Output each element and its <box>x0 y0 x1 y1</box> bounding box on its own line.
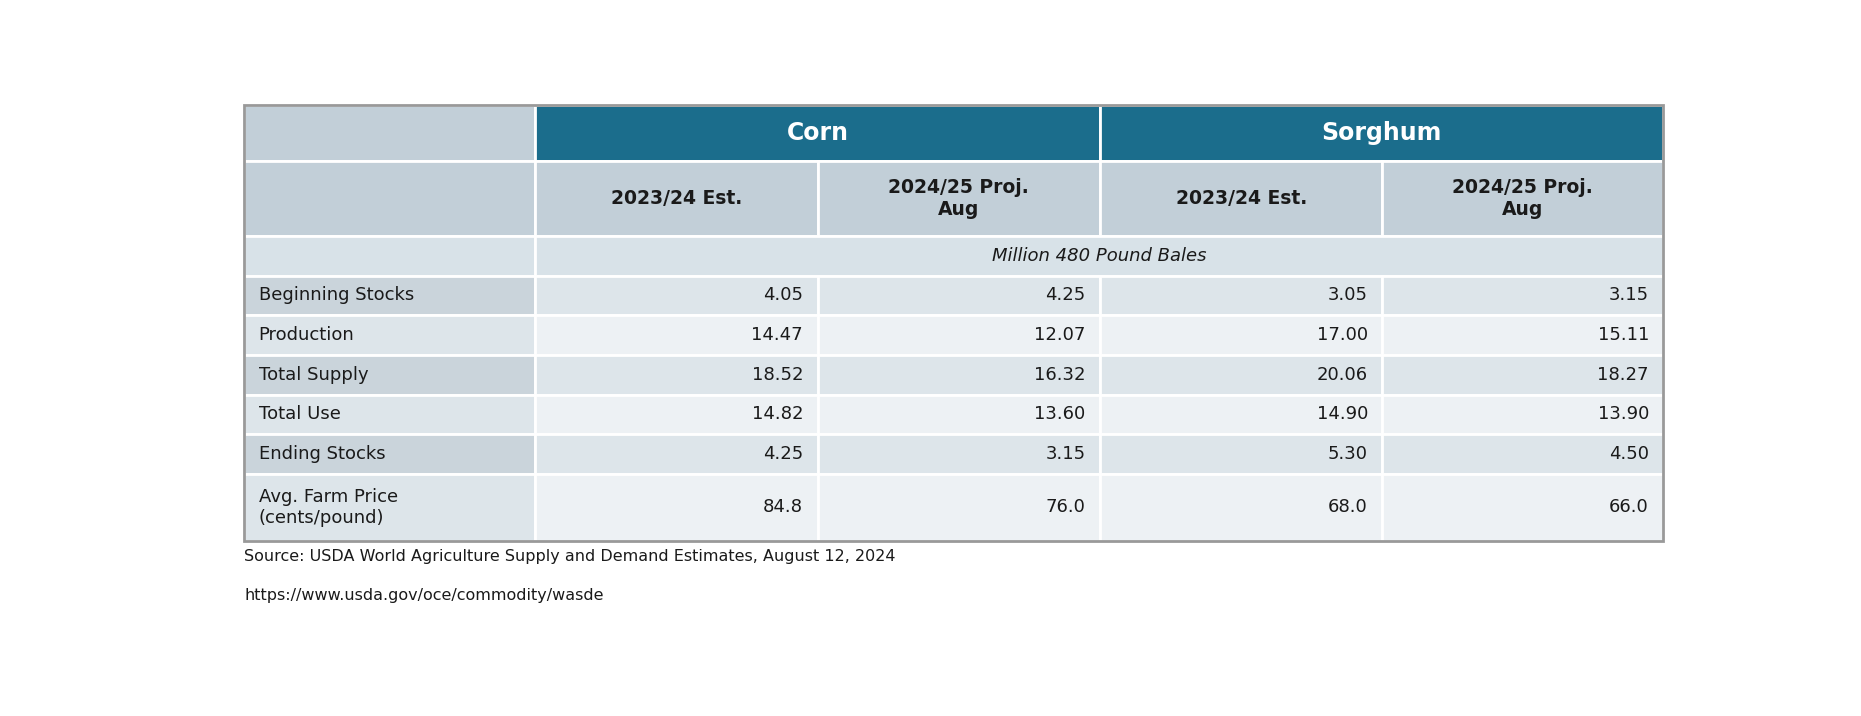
Text: Total Supply: Total Supply <box>259 366 368 384</box>
Bar <box>1100 276 1383 315</box>
Bar <box>244 315 536 355</box>
Bar <box>1100 395 1383 435</box>
Bar <box>1383 474 1664 541</box>
Text: 16.32: 16.32 <box>1035 366 1085 384</box>
Text: Million 480 Pound Bales: Million 480 Pound Bales <box>992 247 1206 265</box>
Text: 2023/24 Est.: 2023/24 Est. <box>1176 189 1306 208</box>
Text: 5.30: 5.30 <box>1329 445 1368 463</box>
Bar <box>1383 276 1664 315</box>
Bar <box>536 315 817 355</box>
Text: 3.15: 3.15 <box>1046 445 1085 463</box>
Bar <box>244 435 536 474</box>
Bar <box>1383 435 1664 474</box>
Bar <box>244 395 536 435</box>
Bar <box>536 236 1664 276</box>
Bar <box>1100 161 1383 236</box>
Text: 84.8: 84.8 <box>763 498 804 516</box>
Text: 14.82: 14.82 <box>752 405 804 423</box>
Text: 4.05: 4.05 <box>763 286 804 304</box>
Bar <box>244 276 536 315</box>
Text: 18.27: 18.27 <box>1597 366 1649 384</box>
Text: Corn: Corn <box>787 121 849 145</box>
Text: 2024/25 Proj.
Aug: 2024/25 Proj. Aug <box>888 178 1029 219</box>
Bar <box>536 435 817 474</box>
Bar <box>1383 161 1664 236</box>
Text: 66.0: 66.0 <box>1610 498 1649 516</box>
Text: 4.25: 4.25 <box>763 445 804 463</box>
Bar <box>1100 355 1383 395</box>
Bar <box>536 474 817 541</box>
Text: 4.25: 4.25 <box>1046 286 1085 304</box>
Bar <box>536 355 817 395</box>
Text: https://www.usda.gov/oce/commodity/wasde: https://www.usda.gov/oce/commodity/wasde <box>244 588 603 603</box>
Text: 76.0: 76.0 <box>1046 498 1085 516</box>
Text: 20.06: 20.06 <box>1318 366 1368 384</box>
Bar <box>244 105 536 161</box>
Text: Avg. Farm Price
(cents/pound): Avg. Farm Price (cents/pound) <box>259 488 398 527</box>
Text: 12.07: 12.07 <box>1035 326 1085 344</box>
Text: 2024/25 Proj.
Aug: 2024/25 Proj. Aug <box>1452 178 1593 219</box>
Text: 3.05: 3.05 <box>1329 286 1368 304</box>
Text: Production: Production <box>259 326 354 344</box>
Text: 15.11: 15.11 <box>1597 326 1649 344</box>
Bar <box>1100 474 1383 541</box>
Bar <box>817 315 1100 355</box>
Bar <box>536 395 817 435</box>
Bar <box>1383 395 1664 435</box>
Text: 4.50: 4.50 <box>1610 445 1649 463</box>
Bar <box>536 161 817 236</box>
Bar <box>1100 315 1383 355</box>
Bar <box>244 474 536 541</box>
Bar <box>1100 105 1664 161</box>
Text: 13.60: 13.60 <box>1035 405 1085 423</box>
Bar <box>1383 315 1664 355</box>
Bar <box>817 276 1100 315</box>
Bar <box>244 161 536 236</box>
Text: 17.00: 17.00 <box>1318 326 1368 344</box>
Text: Sorghum: Sorghum <box>1321 121 1442 145</box>
Text: Source: USDA World Agriculture Supply and Demand Estimates, August 12, 2024: Source: USDA World Agriculture Supply an… <box>244 549 895 564</box>
Text: 18.52: 18.52 <box>752 366 804 384</box>
Text: 3.15: 3.15 <box>1608 286 1649 304</box>
Bar <box>817 474 1100 541</box>
Bar <box>817 161 1100 236</box>
Bar <box>536 105 1100 161</box>
Bar <box>817 395 1100 435</box>
Bar <box>817 355 1100 395</box>
Text: 14.47: 14.47 <box>752 326 804 344</box>
Text: Beginning Stocks: Beginning Stocks <box>259 286 413 304</box>
Text: 14.90: 14.90 <box>1316 405 1368 423</box>
Text: Total Use: Total Use <box>259 405 341 423</box>
Text: 68.0: 68.0 <box>1329 498 1368 516</box>
Text: 2023/24 Est.: 2023/24 Est. <box>610 189 743 208</box>
Bar <box>1383 355 1664 395</box>
Bar <box>536 276 817 315</box>
Bar <box>1100 435 1383 474</box>
Text: 13.90: 13.90 <box>1597 405 1649 423</box>
Text: Ending Stocks: Ending Stocks <box>259 445 385 463</box>
Bar <box>817 435 1100 474</box>
Bar <box>244 236 536 276</box>
Bar <box>244 105 1664 541</box>
Bar <box>244 355 536 395</box>
